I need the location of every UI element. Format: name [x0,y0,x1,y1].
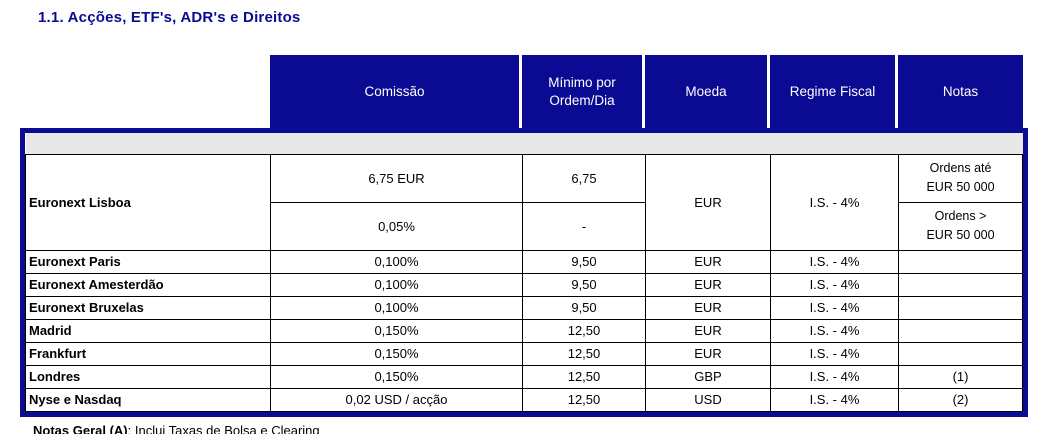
cell-notas: Ordens até EUR 50 000 [897,153,1024,203]
cell-comissao: 0,100% [270,272,523,297]
cell-minimo: - [522,201,646,251]
cell-moeda: EUR [645,272,771,297]
page-title: 1.1. Acções, ETF's, ADR's e Direitos [38,9,301,26]
table-row: Euronext Paris 0,100% 9,50 EUR I.S. - 4% [25,249,1024,274]
cell-notas [897,249,1024,274]
cell-notas: Ordens > EUR 50 000 [897,201,1024,251]
footer-note-label: Notas Geral (A) [33,423,128,434]
cell-comissao: 0,150% [270,364,523,389]
table-row: Frankfurt 0,150% 12,50 EUR I.S. - 4% [25,341,1024,366]
table-row: Euronext Amesterdão 0,100% 9,50 EUR I.S.… [25,272,1024,297]
header-cell-minimo: Mínimo por Ordem/Dia [522,55,645,128]
header-cell-regime: Regime Fiscal [770,55,898,128]
table-row: Madrid 0,150% 12,50 EUR I.S. - 4% [25,318,1024,343]
cell-minimo: 12,50 [522,387,646,412]
cell-comissao: 0,150% [270,318,523,343]
cell-notas: (1) [897,364,1024,389]
cell-comissao: 0,100% [270,249,523,274]
cell-notas [897,318,1024,343]
cell-exchange-name: Londres [25,364,271,389]
cell-exchange-name: Euronext Paris [25,249,271,274]
cell-moeda: USD [645,387,771,412]
table-header-band: Comissão Mínimo por Ordem/Dia Moeda Regi… [270,55,1023,128]
cell-minimo: 9,50 [522,272,646,297]
cell-minimo: 9,50 [522,295,646,320]
cell-regime: I.S. - 4% [770,153,899,251]
table-row: Euronext Bruxelas 0,100% 9,50 EUR I.S. -… [25,295,1024,320]
spacer-cell [25,133,1023,155]
cell-regime: I.S. - 4% [770,341,899,366]
header-cell-notas: Notas [942,83,979,99]
footer-note: Notas Geral (A): Inclui Taxas de Bolsa e… [33,423,933,434]
cell-comissao: 0,02 USD / acção [270,387,523,412]
table-row-lisboa-1: Euronext Lisboa 6,75 EUR 6,75 EUR I.S. -… [25,153,1024,251]
cell-comissao: 0,150% [270,341,523,366]
cell-exchange-name: Nyse e Nasdaq [25,387,271,412]
cell-minimo: 6,75 [522,153,646,203]
commissions-table: Euronext Lisboa 6,75 EUR 6,75 EUR I.S. -… [20,128,1029,417]
cell-exchange-name: Frankfurt [25,341,271,366]
footer-note-text: : Inclui Taxas de Bolsa e Clearing [127,423,320,434]
cell-moeda: EUR [645,153,771,251]
cell-moeda: EUR [645,249,771,274]
cell-regime: I.S. - 4% [770,318,899,343]
cell-comissao: 6,75 EUR [270,153,523,203]
cell-notas [897,272,1024,297]
cell-minimo: 12,50 [522,341,646,366]
header-cell-comissao: Comissão [270,55,522,128]
cell-regime: I.S. - 4% [770,364,899,389]
table-row: Londres 0,150% 12,50 GBP I.S. - 4% (1) [25,364,1024,389]
cell-regime: I.S. - 4% [770,295,899,320]
cell-moeda: GBP [645,364,771,389]
cell-minimo: 9,50 [522,249,646,274]
cell-comissao: 0,05% [270,201,523,251]
cell-regime: I.S. - 4% [770,272,899,297]
cell-minimo: 12,50 [522,364,646,389]
cell-exchange-name: Madrid [25,318,271,343]
cell-notas [897,341,1024,366]
header-cell-moeda: Moeda [645,55,770,128]
table-row-lisboa-2: 0,05% - Ordens > EUR 50 000 [26,201,1024,251]
cell-regime: I.S. - 4% [770,387,899,412]
cell-notas: (2) [897,387,1024,412]
table-row-spacer [25,133,1023,155]
cell-moeda: EUR [645,295,771,320]
cell-exchange-name: Euronext Lisboa [25,153,271,251]
cell-moeda: EUR [645,341,771,366]
cell-comissao: 0,100% [270,295,523,320]
cell-notas [897,295,1024,320]
cell-exchange-name: Euronext Amesterdão [25,272,271,297]
cell-moeda: EUR [645,318,771,343]
cell-minimo: 12,50 [522,318,646,343]
cell-regime: I.S. - 4% [770,249,899,274]
cell-exchange-name: Euronext Bruxelas [25,295,271,320]
table-row: Nyse e Nasdaq 0,02 USD / acção 12,50 USD… [25,387,1024,412]
